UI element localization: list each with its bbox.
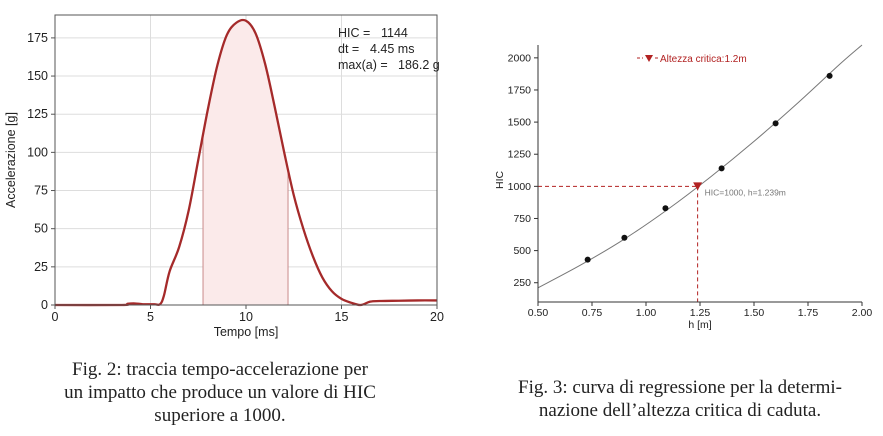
- regression-x-tick-label: 2.00: [852, 307, 873, 319]
- accel-y-tick-label: 0: [41, 298, 48, 312]
- regression-y-tick-label: 1750: [508, 84, 532, 96]
- hic-annotation-label: HIC =: [338, 26, 370, 40]
- fig3-caption-line: nazione dell’altezza critica di caduta.: [538, 400, 822, 421]
- accel-y-tick-label: 25: [34, 260, 48, 274]
- dt-annotation-value: 4.45 ms: [370, 42, 414, 56]
- regression-y-tick-label: 750: [513, 213, 531, 225]
- regression-y-tick-label: 500: [513, 245, 531, 257]
- fig3-caption: Fig. 3: curva di regressione per la dete…: [490, 376, 870, 422]
- data-point: [826, 72, 833, 79]
- regression-x-tick-label: 1.00: [636, 307, 657, 319]
- fig2-caption: Fig. 2: traccia tempo-accelerazione per …: [40, 358, 400, 427]
- critical-point-label: HIC=1000, h=1.239m: [705, 187, 786, 197]
- regression-x-tick-label: 0.50: [528, 307, 549, 319]
- accel-x-tick-label: 15: [335, 310, 349, 324]
- accel-y-tick-label: 175: [27, 31, 48, 45]
- fig2-caption-line: un impatto che produce un valore di HIC: [64, 382, 376, 403]
- regression-y-tick-label: 1250: [508, 149, 532, 161]
- regression-x-tick-label: 0.75: [582, 307, 603, 319]
- regression-fit-curve: [537, 44, 863, 289]
- regression-y-tick-label: 250: [513, 277, 531, 289]
- accel-y-tick-label: 75: [34, 184, 48, 198]
- accel-y-tick-label: 125: [27, 107, 48, 121]
- regression-y-label: HIC: [494, 170, 506, 189]
- accel-y-tick-label: 150: [27, 69, 48, 83]
- max-annotation-label: max(a) =: [338, 58, 388, 72]
- accel-x-tick-label: 20: [430, 310, 444, 324]
- accel-x-tick-label: 5: [147, 310, 154, 324]
- regression-y-tick-label: 2000: [508, 52, 532, 64]
- regression-axes: [537, 45, 862, 303]
- fig2-caption-line: superiore a 1000.: [154, 405, 286, 426]
- fig2-caption-line: Fig. 2: traccia tempo-accelerazione per: [72, 359, 368, 380]
- legend-marker-icon: [645, 55, 653, 62]
- legend-label: Altezza critica:1.2m: [660, 54, 747, 65]
- critical-marker-icon: [693, 182, 703, 191]
- accel-y-tick-label: 100: [27, 145, 48, 159]
- accel-x-tick-label: 10: [239, 310, 253, 324]
- accel-y-tick-label: 50: [34, 222, 48, 236]
- regression-x-tick-label: 1.50: [744, 307, 765, 319]
- accel-x-label: Tempo [ms]: [214, 325, 279, 339]
- accel-y-label: Accelerazione [g]: [4, 112, 18, 208]
- fig3-caption-line: Fig. 3: curva di regressione per la dete…: [518, 377, 842, 398]
- data-point: [718, 165, 725, 172]
- regression-y-tick-label: 1000: [508, 181, 532, 193]
- data-point: [662, 205, 669, 212]
- regression-legend: Altezza critica:1.2m: [637, 54, 747, 65]
- accel-x-tick-label: 0: [52, 310, 59, 324]
- hic-annotation-value: 1144: [381, 26, 408, 40]
- regression-y-ticks: 250 500 750 1000 1250 1500 1750 2000: [508, 52, 538, 289]
- regression-chart: 0.50 0.75 1.00 1.25 1.50 1.75 2.00 250 500 750 10…: [494, 44, 873, 331]
- accel-x-ticks: 0 5 10 15 20: [52, 305, 444, 324]
- regression-points: [584, 72, 833, 263]
- data-point: [584, 256, 591, 263]
- regression-x-ticks: 0.50 0.75 1.00 1.25 1.50 1.75 2.00: [528, 302, 873, 319]
- critical-height-markers: [538, 182, 703, 302]
- regression-x-tick-label: 1.75: [798, 307, 819, 319]
- data-point: [772, 120, 779, 127]
- max-annotation-value: 186.2 g: [398, 58, 440, 72]
- hic-window: [202, 20, 289, 306]
- accel-y-ticks: 0 25 50 75 100 125 150 175: [27, 31, 55, 312]
- hic-annotation: HIC = 1144 dt = 4.45 ms max(a) = 186.2 g: [338, 26, 440, 72]
- hic-window-fill: [203, 20, 289, 306]
- dt-annotation-label: dt =: [338, 42, 359, 56]
- regression-x-tick-label: 1.25: [690, 307, 711, 319]
- data-point: [621, 234, 628, 241]
- regression-x-label: h [m]: [688, 319, 711, 331]
- regression-y-tick-label: 1500: [508, 117, 532, 129]
